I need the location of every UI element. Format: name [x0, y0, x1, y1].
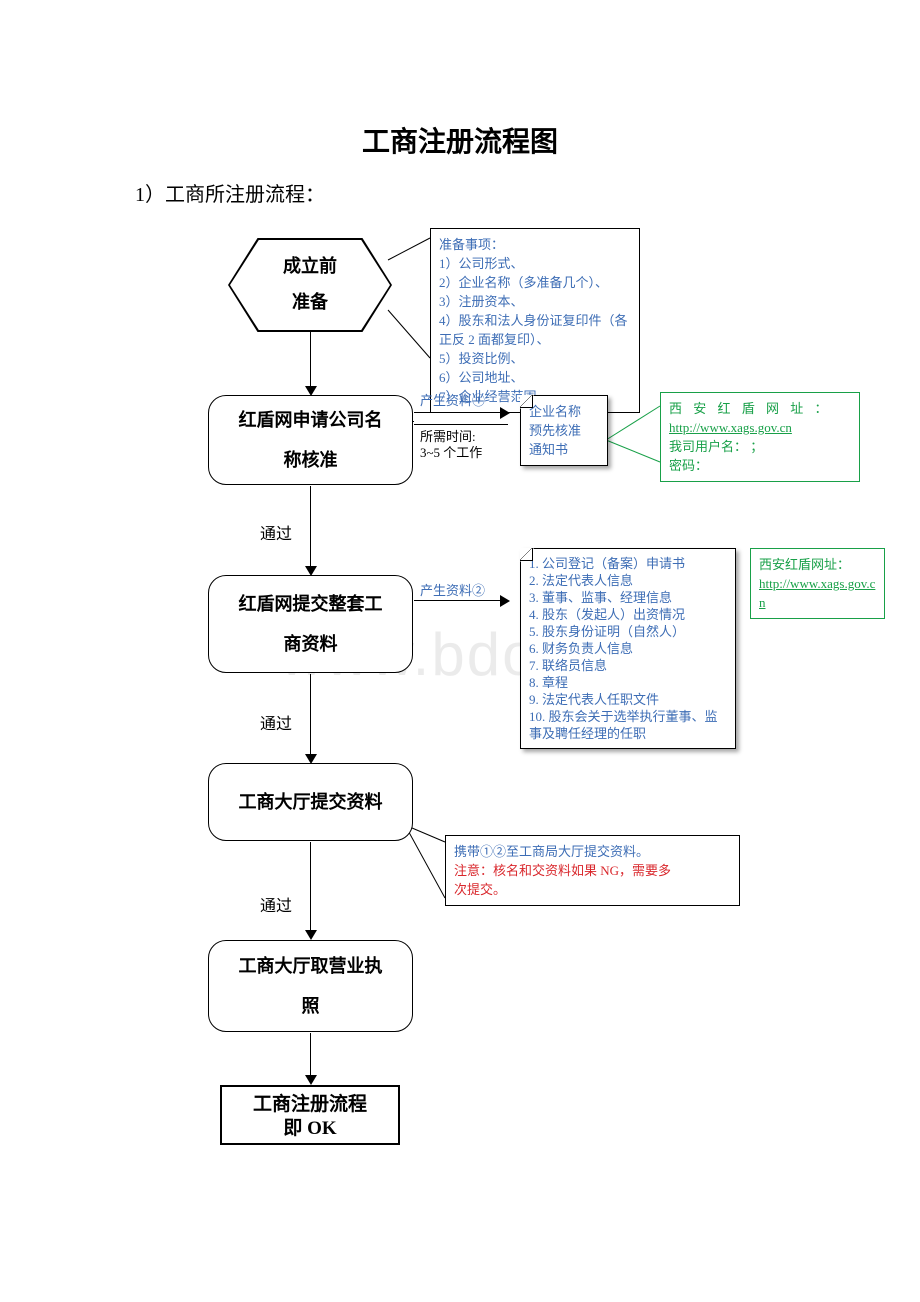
anno-prep-3: 3）注册资本、 [439, 292, 631, 311]
anno-green-1: 西 安 红 盾 网 址 ： http://www.xags.gov.cn 我司用… [660, 392, 860, 482]
end-l2: 即 OK [222, 1117, 398, 1141]
d2-6: 7. 联络员信息 [529, 657, 727, 674]
box2-l1: 红盾网申请公司名 [209, 400, 412, 440]
doc1-l1: 预先核准 [529, 421, 599, 440]
sn-l2b: 次提交。 [454, 880, 731, 899]
arrow-4 [310, 842, 311, 938]
note-doc-2: 1. 公司登记（备案）申请书 2. 法定代表人信息 3. 董事、监事、经理信息 … [520, 548, 736, 749]
hex-node-label: 成立前 准备 [230, 248, 390, 320]
box2-l2: 称核准 [209, 440, 412, 480]
d2-5: 6. 财务负责人信息 [529, 640, 727, 657]
hex-line1: 成立前 [230, 248, 390, 284]
d2-3: 4. 股东（发起人）出资情况 [529, 606, 727, 623]
box-get-license: 工商大厅取营业执 照 [208, 940, 413, 1032]
arrow-3 [310, 674, 311, 762]
doc1-l0: 企业名称 [529, 402, 599, 421]
d2-2: 3. 董事、监事、经理信息 [529, 589, 727, 606]
anno-submit-note: 携带①②至工商局大厅提交资料。 注意：核名和交资料如果 NG，需要多 次提交。 [445, 835, 740, 906]
box-end: 工商注册流程 即 OK [220, 1085, 400, 1145]
anno-prep: 准备事项： 1）公司形式、 2）企业名称（多准备几个）、 3）注册资本、 4）股… [430, 228, 640, 413]
mini-label-time2: 3~5 个工作 [420, 445, 482, 461]
d2-7: 8. 章程 [529, 674, 727, 691]
g1-link[interactable]: http://www.xags.gov.cn [669, 418, 851, 437]
mini-label-produce1: 产生资料① [420, 393, 485, 409]
sn-l1: 携带①②至工商局大厅提交资料。 [454, 842, 731, 861]
box5-l1: 工商大厅取营业执 [209, 946, 412, 986]
sep1 [413, 421, 414, 422]
anno-prep-6: 6）公司地址、 [439, 368, 631, 387]
mini-label-produce2: 产生资料② [420, 583, 485, 599]
doc1-l2: 通知书 [529, 440, 599, 459]
box-submit-docs: 红盾网提交整套工 商资料 [208, 575, 413, 673]
g2-link[interactable]: http://www.xags.gov.cn [759, 574, 876, 612]
pass-2: 通过 [260, 710, 292, 734]
d2-1: 2. 法定代表人信息 [529, 572, 727, 589]
box-name-approve: 红盾网申请公司名 称核准 [208, 395, 413, 485]
arrow-2 [310, 486, 311, 574]
page-title: 工商注册流程图 [0, 120, 920, 160]
note-doc-1: 企业名称 预先核准 通知书 [520, 395, 608, 466]
g1-l4: 密码： [669, 456, 851, 475]
d2-4: 5. 股东身份证明（自然人） [529, 623, 727, 640]
box4-l1: 工商大厅提交资料 [209, 782, 412, 822]
g1-title: 西 安 红 盾 网 址 ： [669, 399, 851, 418]
box3-l1: 红盾网提交整套工 [209, 584, 412, 624]
anno-prep-5: 5）投资比例、 [439, 349, 631, 368]
g2-title: 西安红盾网址： [759, 555, 876, 574]
anno-prep-2: 2）企业名称（多准备几个）、 [439, 273, 631, 292]
box3-l2: 商资料 [209, 624, 412, 664]
box5-l2: 照 [209, 986, 412, 1026]
arrow-1 [310, 332, 311, 394]
box-hall-submit: 工商大厅提交资料 [208, 763, 413, 841]
d2-8: 9. 法定代表人任职文件 [529, 691, 727, 708]
d2-9: 10. 股东会关于选举执行董事、监事及聘任经理的任职 [529, 708, 727, 742]
section-subtitle: 1）工商所注册流程： [135, 178, 325, 207]
end-l1: 工商注册流程 [222, 1093, 398, 1117]
arrow-5 [310, 1033, 311, 1083]
anno-prep-0: 准备事项： [439, 235, 631, 254]
anno-prep-4: 4）股东和法人身份证复印件（各正反 2 面都复印）、 [439, 311, 631, 349]
sn-l2a: 注意：核名和交资料如果 NG，需要多 [454, 861, 731, 880]
anno-prep-1: 1）公司形式、 [439, 254, 631, 273]
mini-label-time1: 所需时间: [420, 429, 476, 445]
pass-1: 通过 [260, 520, 292, 544]
g1-l3: 我司用户名： ； [669, 437, 851, 456]
hex-line2: 准备 [230, 284, 390, 320]
arrow-right-1 [414, 412, 508, 413]
hline-under-ar1 [414, 424, 508, 425]
anno-green-2: 西安红盾网址： http://www.xags.gov.cn [750, 548, 885, 619]
arrow-right-2 [414, 600, 508, 601]
d2-0: 1. 公司登记（备案）申请书 [529, 555, 727, 572]
pass-3: 通过 [260, 892, 292, 916]
